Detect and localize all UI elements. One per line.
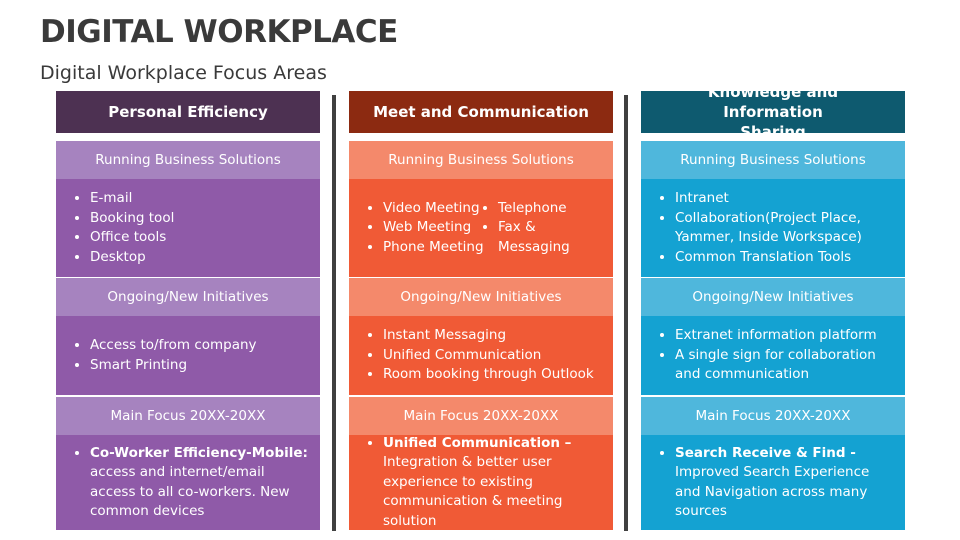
bullet-item: Co-Worker Efficiency-Mobile: access and … [90,444,310,522]
bullet-item: Office tools [90,228,174,248]
column-heading-text: Knowledge and Information Sharing [707,83,839,141]
column-heading: Personal Efficiency [56,91,320,133]
bullet-list: Extranet information platformA single si… [655,326,895,385]
section-label: Ongoing/New Initiatives [641,278,905,316]
slide-title: DIGITAL WORKPLACE [40,14,398,50]
bullet-item: Room booking through Outlook [383,365,594,385]
bullet-text: Improved Search Experience and Navigatio… [675,464,870,519]
bullet-list: Access to/from companySmart Printing [70,336,257,375]
bullet-item: Extranet information platform [675,326,895,346]
bullet-list: Unified Communication – Integration & be… [363,434,603,532]
section-label: Ongoing/New Initiatives [56,278,320,316]
bullet-item: Telephone [498,199,603,219]
section-label: Main Focus 20XX-20XX [641,397,905,435]
bullet-text: Integration & better user experience to … [383,454,563,529]
section-label: Main Focus 20XX-20XX [56,397,320,435]
bullet-item: Instant Messaging [383,326,594,346]
bullet-item: Search Receive & Find - Improved Search … [675,444,895,522]
bullet-list: IntranetCollaboration(Project Place, Yam… [655,189,895,267]
section-label: Running Business Solutions [349,141,613,179]
bullet-bold: Co-Worker Efficiency-Mobile: [90,444,308,461]
section-box: IntranetCollaboration(Project Place, Yam… [641,179,905,277]
column-heading-text: Meet and Communication [373,103,589,121]
divider [332,95,336,531]
section-box: Instant MessagingUnified CommunicationRo… [349,316,613,395]
bullet-item: Desktop [90,248,174,268]
bullet-item: Booking tool [90,209,174,229]
bullet-text: access and internet/email access to all … [90,464,290,519]
divider [624,95,628,531]
column: Meet and Communication Running Business S… [349,91,613,530]
section-box: Extranet information platformA single si… [641,316,905,395]
bullet-list: E-mailBooking toolOffice toolsDesktop [70,189,174,267]
bullet-item: Fax & Messaging [498,218,603,257]
bullet-item: Common Translation Tools [675,248,895,268]
bullet-list: Search Receive & Find - Improved Search … [655,444,895,522]
section-label: Ongoing/New Initiatives [349,278,613,316]
section-box: Search Receive & Find - Improved Search … [641,435,905,530]
section-label: Running Business Solutions [641,141,905,179]
bullet-item: Web Meeting [383,218,488,238]
bullet-item: Collaboration(Project Place, Yammer, Ins… [675,209,895,248]
bullet-item: Smart Printing [90,356,257,376]
bullet-list: Instant MessagingUnified CommunicationRo… [363,326,594,385]
column: Personal Efficiency Running Business Solu… [56,91,320,530]
section-box: E-mailBooking toolOffice toolsDesktop [56,179,320,277]
section-box: Video MeetingWeb MeetingPhone Meeting Tel… [349,179,613,277]
section-box: Access to/from companySmart Printing [56,316,320,395]
bullet-item: Video Meeting [383,199,488,219]
section-label: Running Business Solutions [56,141,320,179]
bullet-item: E-mail [90,189,174,209]
bullet-item: A single sign for collaboration and comm… [675,346,895,385]
bullet-bold: Search Receive & Find - [675,444,856,461]
column-heading: Meet and Communication [349,91,613,133]
column-heading-text: Personal Efficiency [108,103,268,121]
section-box: Unified Communication – Integration & be… [349,435,613,530]
column: Knowledge and Information Sharing Running… [641,83,905,530]
bullet-bold: Unified Communication – [383,434,572,451]
bullet-list: Video MeetingWeb MeetingPhone Meeting Tel… [363,199,603,258]
section-box: Co-Worker Efficiency-Mobile: access and … [56,435,320,530]
bullet-item: Phone Meeting [383,238,488,258]
column-heading: Knowledge and Information Sharing [641,83,905,141]
bullet-item: Unified Communication [383,346,594,366]
bullet-item: Access to/from company [90,336,257,356]
bullet-item: Unified Communication – Integration & be… [383,434,603,532]
section-label: Main Focus 20XX-20XX [349,397,613,435]
bullet-list: Co-Worker Efficiency-Mobile: access and … [70,444,310,522]
bullet-item: Intranet [675,189,895,209]
slide-subtitle: Digital Workplace Focus Areas [40,62,327,84]
